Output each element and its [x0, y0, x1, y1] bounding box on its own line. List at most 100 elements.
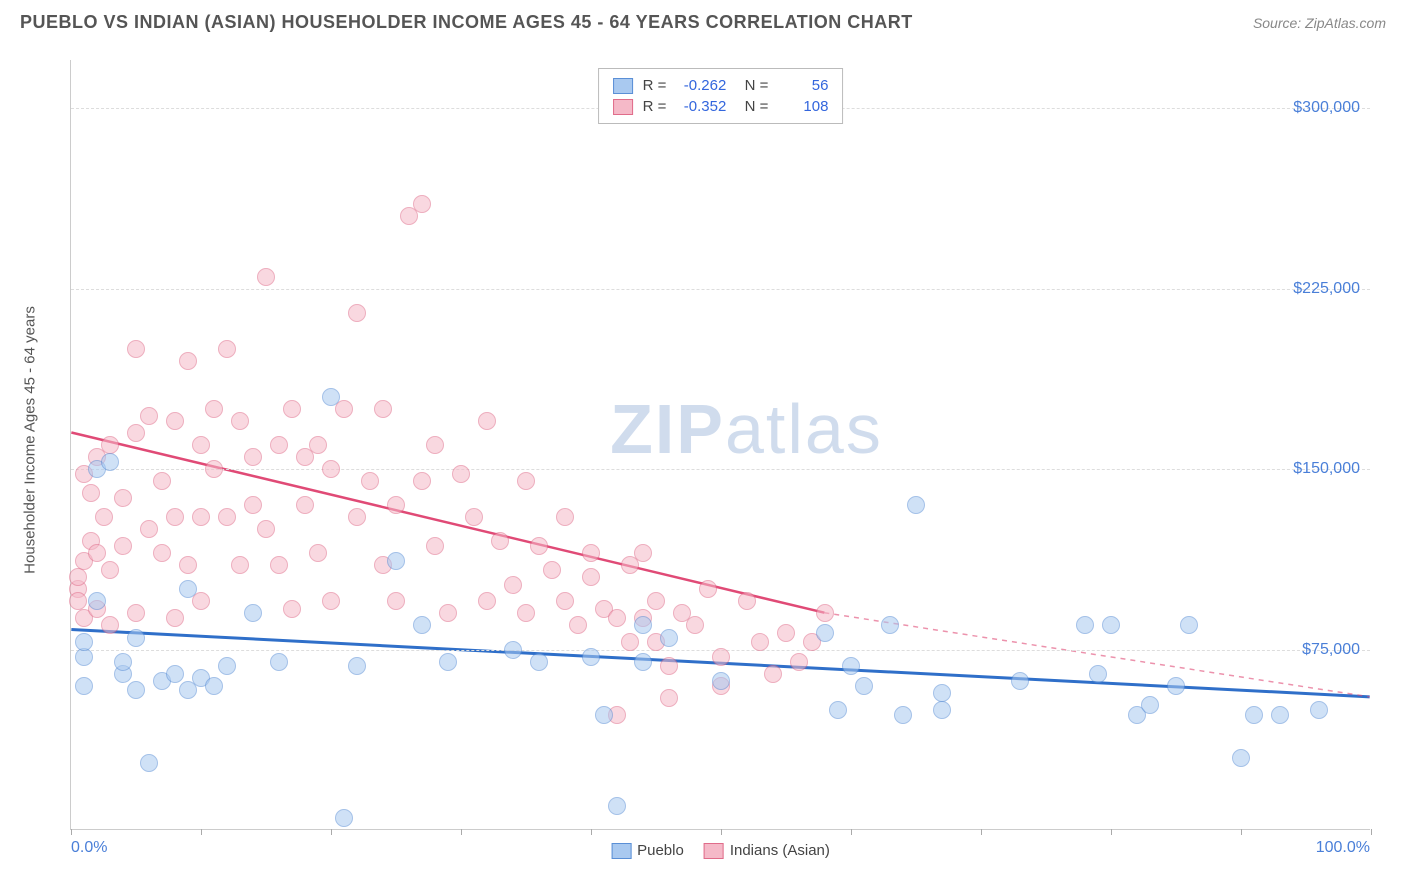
data-point — [270, 556, 288, 574]
data-point — [751, 633, 769, 651]
data-point — [543, 561, 561, 579]
data-point — [374, 400, 392, 418]
data-point — [127, 340, 145, 358]
swatch-pueblo — [613, 78, 633, 94]
data-point — [413, 472, 431, 490]
x-start-label: 0.0% — [71, 839, 107, 857]
data-point — [322, 388, 340, 406]
data-point — [1271, 706, 1289, 724]
legend-correlation: R = -0.262 N = 56 R = -0.352 N = 108 — [598, 68, 844, 124]
data-point — [322, 460, 340, 478]
data-point — [114, 537, 132, 555]
data-point — [504, 576, 522, 594]
chart-title: PUEBLO VS INDIAN (ASIAN) HOUSEHOLDER INC… — [20, 12, 913, 33]
x-tick — [201, 829, 202, 835]
data-point — [1141, 696, 1159, 714]
data-point — [816, 624, 834, 642]
data-point — [322, 592, 340, 610]
data-point — [426, 537, 444, 555]
data-point — [842, 657, 860, 675]
data-point — [101, 436, 119, 454]
data-point — [127, 681, 145, 699]
data-point — [88, 592, 106, 610]
data-point — [894, 706, 912, 724]
data-point — [569, 616, 587, 634]
data-point — [452, 465, 470, 483]
data-point — [426, 436, 444, 454]
legend-series: Pueblo Indians (Asian) — [611, 842, 830, 859]
data-point — [1310, 701, 1328, 719]
data-point — [127, 604, 145, 622]
y-axis-title: Householder Income Ages 45 - 64 years — [22, 306, 39, 574]
legend-label: Pueblo — [637, 842, 684, 859]
data-point — [530, 653, 548, 671]
data-point — [244, 604, 262, 622]
n-label: N = — [736, 77, 768, 94]
x-tick — [981, 829, 982, 835]
legend-row-indian: R = -0.352 N = 108 — [613, 96, 829, 117]
data-point — [348, 508, 366, 526]
x-tick — [591, 829, 592, 835]
data-point — [517, 472, 535, 490]
legend-label: Indians (Asian) — [730, 842, 830, 859]
data-point — [69, 592, 87, 610]
r-value-pueblo: -0.262 — [676, 77, 726, 94]
grid-line — [71, 289, 1370, 290]
data-point — [218, 340, 236, 358]
data-point — [348, 304, 366, 322]
x-tick — [851, 829, 852, 835]
data-point — [127, 424, 145, 442]
data-point — [192, 436, 210, 454]
data-point — [855, 677, 873, 695]
legend-item: Indians (Asian) — [704, 842, 830, 859]
data-point — [582, 544, 600, 562]
data-point — [530, 537, 548, 555]
data-point — [140, 754, 158, 772]
y-tick-label: $75,000 — [1302, 641, 1360, 659]
data-point — [270, 436, 288, 454]
data-point — [205, 677, 223, 695]
data-point — [179, 352, 197, 370]
data-point — [556, 508, 574, 526]
data-point — [75, 633, 93, 651]
data-point — [621, 633, 639, 651]
data-point — [166, 609, 184, 627]
data-point — [69, 568, 87, 586]
data-point — [595, 706, 613, 724]
data-point — [491, 532, 509, 550]
swatch-indian — [613, 99, 633, 115]
data-point — [829, 701, 847, 719]
data-point — [179, 556, 197, 574]
y-tick-label: $150,000 — [1293, 460, 1360, 478]
data-point — [153, 544, 171, 562]
data-point — [738, 592, 756, 610]
data-point — [582, 648, 600, 666]
data-point — [166, 412, 184, 430]
data-point — [166, 665, 184, 683]
data-point — [283, 400, 301, 418]
data-point — [270, 653, 288, 671]
x-tick — [461, 829, 462, 835]
watermark-atlas: atlas — [725, 390, 883, 468]
data-point — [218, 657, 236, 675]
data-point — [82, 484, 100, 502]
n-value-indian: 108 — [778, 98, 828, 115]
data-point — [205, 400, 223, 418]
grid-line — [71, 469, 1370, 470]
plot-area: ZIPatlas R = -0.262 N = 56 R = -0.352 N … — [70, 60, 1370, 830]
data-point — [95, 508, 113, 526]
data-point — [1102, 616, 1120, 634]
x-tick — [71, 829, 72, 835]
legend-swatch — [611, 843, 631, 859]
data-point — [361, 472, 379, 490]
data-point — [660, 689, 678, 707]
r-label: R = — [643, 98, 667, 115]
chart-container: Householder Income Ages 45 - 64 years ZI… — [60, 50, 1380, 830]
data-point — [1076, 616, 1094, 634]
data-point — [582, 568, 600, 586]
data-point — [335, 809, 353, 827]
data-point — [608, 797, 626, 815]
y-tick-label: $300,000 — [1293, 99, 1360, 117]
data-point — [140, 520, 158, 538]
data-point — [1245, 706, 1263, 724]
